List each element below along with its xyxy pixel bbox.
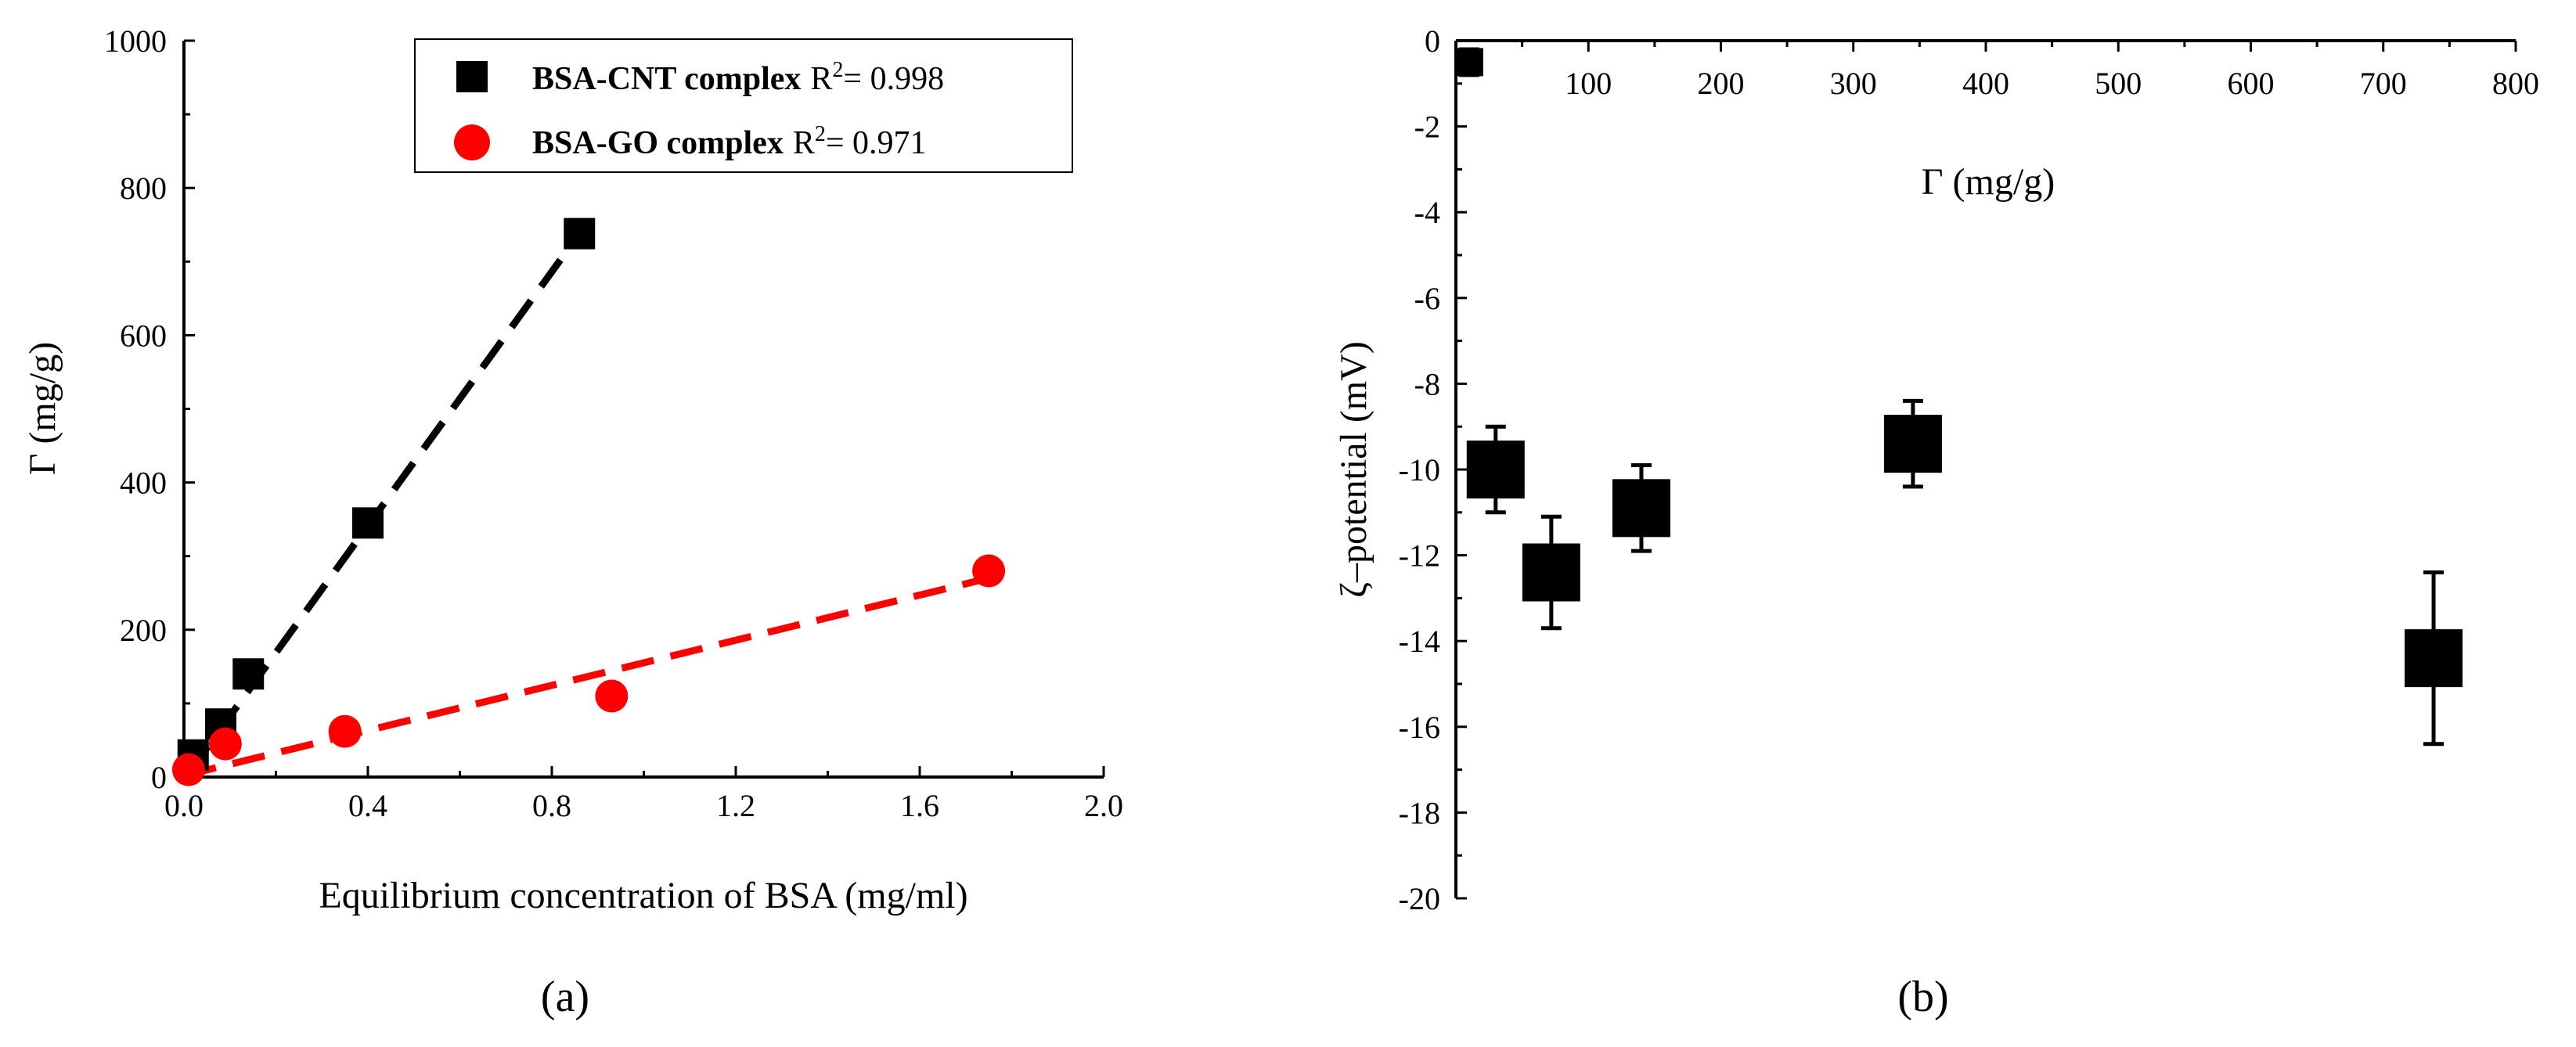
y-tick-label: -12 [1399,538,1440,574]
data-point-cnt [564,218,596,250]
x-tick-label: 0.0 [164,788,204,823]
fit-line-cnt [186,231,582,775]
y-tick-label: 200 [120,613,167,648]
data-point-go [171,753,205,786]
legend-r2-value-cnt: = 0.998 [843,61,944,97]
data-point-zeta [1612,479,1670,538]
data-point-cnt [352,507,384,539]
x-tick-label: 2.0 [1084,788,1123,823]
data-point-zeta [1522,543,1580,602]
panel-b-y-label: ζ–potential (mV) [1333,341,1374,598]
legend-label-cnt: BSA-CNT complex [532,61,801,97]
panel-a-y-label: Γ (mg/g) [22,342,63,475]
x-tick-label: 600 [2228,66,2275,101]
legend-marker-go [454,124,490,160]
x-tick-label: 800 [2492,66,2539,101]
y-tick-label: -16 [1399,710,1440,745]
data-point-go [972,554,1006,588]
y-tick-label: -6 [1414,281,1440,316]
panel-a-x-label: Equilibrium concentration of BSA (mg/ml) [319,875,967,916]
data-point-go [595,679,629,713]
y-tick-label: 0 [1425,23,1440,59]
panel-b-label: (b) [1897,973,1948,1021]
x-tick-label: 200 [1698,66,1745,101]
x-tick-label: 0.4 [348,788,387,823]
y-tick-label: -18 [1399,795,1440,830]
y-tick-label: -4 [1414,195,1440,230]
x-tick-label: 300 [1830,66,1877,101]
panel-a-label: (a) [541,973,589,1021]
y-tick-label: 400 [120,466,167,501]
y-tick-label: -14 [1399,624,1440,659]
x-tick-label: 1.6 [900,788,939,823]
data-point-zeta [2405,629,2463,688]
y-tick-label: 1000 [104,23,167,59]
y-tick-label: -20 [1399,881,1440,916]
legend-marker-cnt [456,61,488,92]
data-point-cnt [232,658,265,690]
panel-a-chart: 0.0 0.4 0.8 1.2 1.6 2.0 0 200 400 600 800 1000 Equi… [22,23,1123,1021]
data-point-go [328,714,362,748]
legend-r2-sup-go: 2 [815,122,826,146]
y-tick-label: 800 [120,171,167,206]
panel-b-chart: 100 200 300 400 500 600 700 800 0 -2 -4 -6 -8 -10 -12 -… [1333,23,2539,1021]
y-tick-label: -8 [1414,366,1440,401]
data-point-go [208,727,242,761]
legend-label-go: BSA-GO complex [532,125,784,161]
y-tick-label: -10 [1399,452,1440,488]
y-tick-label: 0 [151,760,167,795]
x-tick-label: 100 [1565,66,1612,101]
y-tick-label: 600 [120,318,167,353]
legend-r2-go: R [793,125,815,161]
y-tick-label: -2 [1414,110,1440,145]
fit-line-go [182,574,990,779]
panel-b-x-label: Γ (mg/g) [1922,161,2055,203]
x-tick-label: 400 [1962,66,2009,101]
data-point-zeta [1466,441,1525,498]
legend-r2-sup-cnt: 2 [832,58,843,82]
legend-box [414,38,1073,173]
x-tick-label: 700 [2360,66,2407,101]
data-point-zeta [1454,48,1483,77]
x-tick-label: 500 [2095,66,2142,101]
x-tick-label: 1.2 [716,788,755,823]
x-tick-label: 0.8 [532,788,571,823]
legend-r2-value-go: = 0.971 [826,125,927,161]
legend-r2-cnt: R [810,61,832,97]
panel-a-legend: BSA-CNT complex R2= 0.998 BSA-GO complex R… [414,38,1073,173]
data-point-zeta [1883,415,1942,473]
